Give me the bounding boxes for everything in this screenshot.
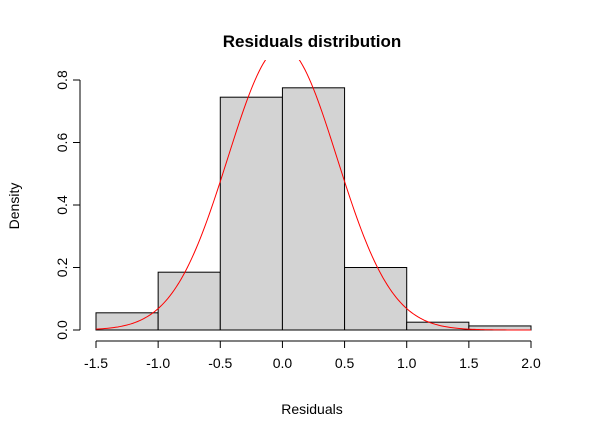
x-tick-label-2: -0.5 — [208, 355, 232, 371]
x-tick-label-4: 0.5 — [335, 355, 355, 371]
normal-density-curve — [95, 60, 531, 331]
chart-title: Residuals distribution — [223, 32, 402, 51]
x-tick-label-0: -1.5 — [84, 355, 108, 371]
histogram-bar-2 — [219, 96, 283, 331]
y-tick-label-0: 0.0 — [54, 320, 70, 340]
x-axis-label: Residuals — [281, 401, 342, 417]
y-tick-label-1: 0.2 — [54, 258, 70, 278]
x-axis: -1.5 -1.0 -0.5 0.0 0.5 1.0 1.5 2.0 — [84, 340, 541, 371]
y-axis: 0.0 0.2 0.4 0.6 0.8 — [54, 70, 81, 340]
x-tick-label-6: 1.5 — [459, 355, 479, 371]
y-tick-label-4: 0.8 — [54, 70, 70, 90]
histogram-bar-3 — [281, 87, 346, 331]
x-tick-label-1: -1.0 — [146, 355, 170, 371]
histogram-bars — [95, 87, 532, 331]
x-tick-label-3: 0.0 — [273, 355, 293, 371]
x-tick-label-5: 1.0 — [397, 355, 417, 371]
x-tick-label-7: 2.0 — [521, 355, 541, 371]
y-axis-label: Density — [6, 183, 22, 230]
histogram-bar-1 — [157, 271, 221, 331]
y-tick-label-3: 0.6 — [54, 133, 70, 153]
y-tick-label-2: 0.4 — [54, 195, 70, 215]
histogram-bar-4 — [344, 267, 408, 331]
density-curve-layer — [95, 60, 531, 331]
